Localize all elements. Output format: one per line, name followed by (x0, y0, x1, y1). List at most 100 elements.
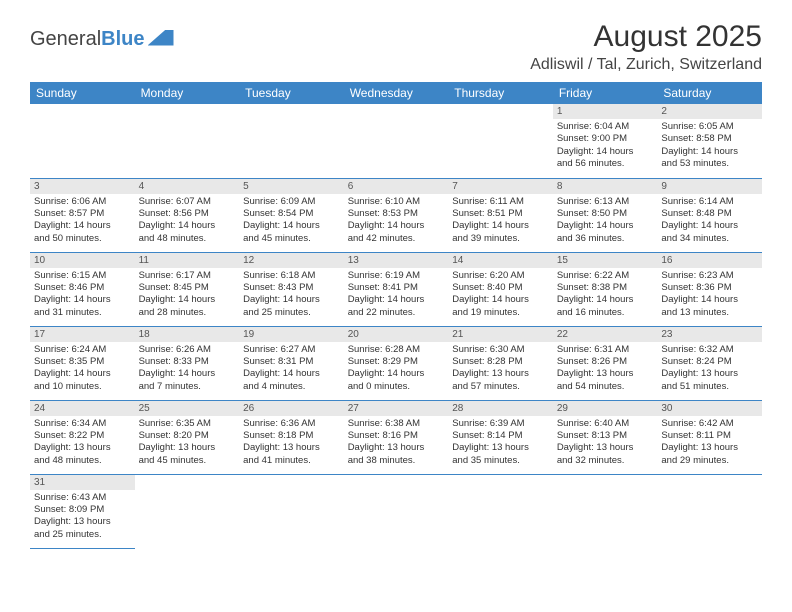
sunrise-text: Sunrise: 6:30 AM (452, 344, 549, 356)
sunset-text: Sunset: 8:46 PM (34, 282, 131, 294)
daylight-text: Daylight: 13 hours (452, 368, 549, 380)
day-number: 1 (553, 104, 658, 119)
month-year: August 2025 (530, 20, 762, 54)
daylight-text: Daylight: 14 hours (34, 368, 131, 380)
daylight-text: and 25 minutes. (243, 307, 340, 319)
sunrise-text: Sunrise: 6:10 AM (348, 196, 445, 208)
daylight-text: Daylight: 14 hours (139, 220, 236, 232)
day-number: 9 (657, 179, 762, 194)
sunset-text: Sunset: 8:31 PM (243, 356, 340, 368)
sunrise-text: Sunrise: 6:32 AM (661, 344, 758, 356)
weekday-header: Friday (553, 82, 658, 104)
calendar-day-cell: 20 Sunrise: 6:28 AMSunset: 8:29 PMDayligh… (344, 326, 449, 400)
calendar-week-row: 24Sunrise: 6:34 AMSunset: 8:22 PMDayligh… (30, 400, 762, 474)
logo-shape-icon (148, 30, 174, 46)
day-number: 16 (657, 253, 762, 268)
sunrise-text: Sunrise: 6:38 AM (348, 418, 445, 430)
day-number: 20 (344, 327, 449, 342)
daylight-text: and 22 minutes. (348, 307, 445, 319)
daylight-text: Daylight: 13 hours (661, 368, 758, 380)
sunrise-text: Sunrise: 6:35 AM (139, 418, 236, 430)
day-number: 28 (448, 401, 553, 416)
daylight-text: Daylight: 14 hours (348, 294, 445, 306)
daylight-text: Daylight: 13 hours (34, 442, 131, 454)
daylight-text: and 38 minutes. (348, 455, 445, 467)
daylight-text: Daylight: 14 hours (348, 368, 445, 380)
daylight-text: Daylight: 13 hours (348, 442, 445, 454)
daylight-text: Daylight: 14 hours (34, 294, 131, 306)
sunset-text: Sunset: 8:40 PM (452, 282, 549, 294)
calendar-body: 1Sunrise: 6:04 AMSunset: 9:00 PMDaylight… (30, 104, 762, 548)
daylight-text: Daylight: 13 hours (661, 442, 758, 454)
day-number: 12 (239, 253, 344, 268)
day-number: 14 (448, 253, 553, 268)
daylight-text: Daylight: 14 hours (661, 220, 758, 232)
sunrise-text: Sunrise: 6:34 AM (34, 418, 131, 430)
daylight-text: Daylight: 13 hours (243, 442, 340, 454)
daylight-text: Daylight: 14 hours (452, 220, 549, 232)
sunrise-text: Sunrise: 6:40 AM (557, 418, 654, 430)
calendar-empty-cell (135, 104, 240, 178)
sunrise-text: Sunrise: 6:28 AM (348, 344, 445, 356)
sunset-text: Sunset: 8:29 PM (348, 356, 445, 368)
day-number: 4 (135, 179, 240, 194)
day-number: 15 (553, 253, 658, 268)
calendar-day-cell: 15Sunrise: 6:22 AMSunset: 8:38 PMDayligh… (553, 252, 658, 326)
daylight-text: Daylight: 14 hours (661, 294, 758, 306)
weekday-header: Sunday (30, 82, 135, 104)
daylight-text: and 54 minutes. (557, 381, 654, 393)
daylight-text: and 48 minutes. (34, 455, 131, 467)
daylight-text: and 50 minutes. (34, 233, 131, 245)
daylight-text: Daylight: 13 hours (557, 442, 654, 454)
day-number: 2 (657, 104, 762, 119)
daylight-text: and 45 minutes. (139, 455, 236, 467)
sunset-text: Sunset: 8:09 PM (34, 504, 131, 516)
day-number: 30 (657, 401, 762, 416)
sunset-text: Sunset: 8:18 PM (243, 430, 340, 442)
daylight-text: Daylight: 13 hours (139, 442, 236, 454)
sunset-text: Sunset: 9:00 PM (557, 133, 654, 145)
day-number: 10 (30, 253, 135, 268)
daylight-text: Daylight: 13 hours (557, 368, 654, 380)
daylight-text: Daylight: 14 hours (34, 220, 131, 232)
day-number: 26 (239, 401, 344, 416)
calendar-day-cell: 6Sunrise: 6:10 AMSunset: 8:53 PMDaylight… (344, 178, 449, 252)
weekday-header-row: SundayMondayTuesdayWednesdayThursdayFrid… (30, 82, 762, 104)
calendar-empty-cell (135, 474, 240, 548)
weekday-header: Monday (135, 82, 240, 104)
calendar-day-cell: 9Sunrise: 6:14 AMSunset: 8:48 PMDaylight… (657, 178, 762, 252)
calendar-day-cell: 31Sunrise: 6:43 AMSunset: 8:09 PMDayligh… (30, 474, 135, 548)
sunset-text: Sunset: 8:14 PM (452, 430, 549, 442)
calendar-day-cell: 14Sunrise: 6:20 AMSunset: 8:40 PMDayligh… (448, 252, 553, 326)
sunrise-text: Sunrise: 6:24 AM (34, 344, 131, 356)
sunrise-text: Sunrise: 6:42 AM (661, 418, 758, 430)
sunset-text: Sunset: 8:57 PM (34, 208, 131, 220)
day-number: 18 (135, 327, 240, 342)
sunrise-text: Sunrise: 6:20 AM (452, 270, 549, 282)
calendar-day-cell: 8Sunrise: 6:13 AMSunset: 8:50 PMDaylight… (553, 178, 658, 252)
weekday-header: Saturday (657, 82, 762, 104)
sunrise-text: Sunrise: 6:22 AM (557, 270, 654, 282)
daylight-text: and 34 minutes. (661, 233, 758, 245)
sunrise-text: Sunrise: 6:06 AM (34, 196, 131, 208)
sunset-text: Sunset: 8:56 PM (139, 208, 236, 220)
calendar-day-cell: 19Sunrise: 6:27 AMSunset: 8:31 PMDayligh… (239, 326, 344, 400)
calendar-week-row: 3Sunrise: 6:06 AMSunset: 8:57 PMDaylight… (30, 178, 762, 252)
daylight-text: and 48 minutes. (139, 233, 236, 245)
sunrise-text: Sunrise: 6:19 AM (348, 270, 445, 282)
calendar-day-cell: 13Sunrise: 6:19 AMSunset: 8:41 PMDayligh… (344, 252, 449, 326)
calendar-empty-cell (30, 104, 135, 178)
daylight-text: and 7 minutes. (139, 381, 236, 393)
calendar-week-row: 10Sunrise: 6:15 AMSunset: 8:46 PMDayligh… (30, 252, 762, 326)
day-number: 23 (657, 327, 762, 342)
calendar-day-cell: 1Sunrise: 6:04 AMSunset: 9:00 PMDaylight… (553, 104, 658, 178)
sunrise-text: Sunrise: 6:09 AM (243, 196, 340, 208)
sunset-text: Sunset: 8:20 PM (139, 430, 236, 442)
calendar-day-cell: 16Sunrise: 6:23 AMSunset: 8:36 PMDayligh… (657, 252, 762, 326)
day-number: 8 (553, 179, 658, 194)
calendar-day-cell: 4Sunrise: 6:07 AMSunset: 8:56 PMDaylight… (135, 178, 240, 252)
sunrise-text: Sunrise: 6:17 AM (139, 270, 236, 282)
daylight-text: Daylight: 13 hours (34, 516, 131, 528)
daylight-text: and 56 minutes. (557, 158, 654, 170)
calendar-empty-cell (344, 104, 449, 178)
